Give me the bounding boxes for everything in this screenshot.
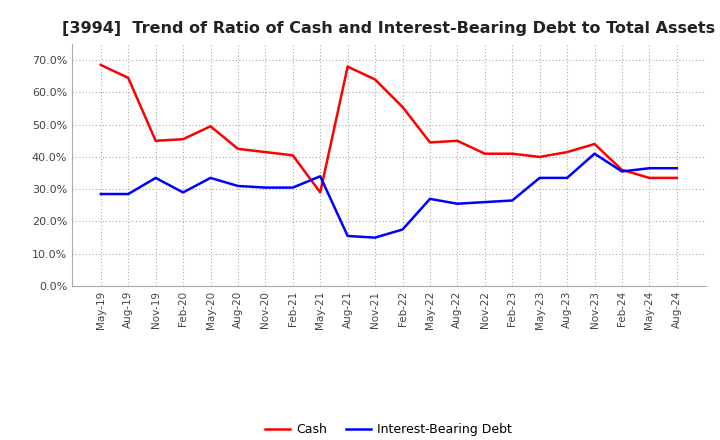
Line: Interest-Bearing Debt: Interest-Bearing Debt <box>101 154 677 238</box>
Cash <box>645 175 654 180</box>
Cash <box>289 153 297 158</box>
Interest-Bearing Debt <box>672 165 681 171</box>
Cash <box>618 167 626 172</box>
Cash <box>233 146 242 151</box>
Interest-Bearing Debt <box>206 175 215 180</box>
Interest-Bearing Debt <box>96 191 105 197</box>
Interest-Bearing Debt <box>536 175 544 180</box>
Cash <box>261 150 270 155</box>
Cash <box>343 64 352 69</box>
Cash <box>316 190 325 195</box>
Cash <box>426 140 434 145</box>
Interest-Bearing Debt <box>233 183 242 189</box>
Cash <box>536 154 544 160</box>
Interest-Bearing Debt <box>398 227 407 232</box>
Cash <box>206 124 215 129</box>
Interest-Bearing Debt <box>289 185 297 190</box>
Cash <box>398 104 407 110</box>
Line: Cash: Cash <box>101 65 677 192</box>
Interest-Bearing Debt <box>124 191 132 197</box>
Cash <box>480 151 489 156</box>
Cash <box>179 136 187 142</box>
Cash <box>563 150 572 155</box>
Cash <box>453 138 462 143</box>
Title: [3994]  Trend of Ratio of Cash and Interest-Bearing Debt to Total Assets: [3994] Trend of Ratio of Cash and Intere… <box>62 21 716 36</box>
Interest-Bearing Debt <box>508 198 516 203</box>
Cash <box>672 175 681 180</box>
Legend: Cash, Interest-Bearing Debt: Cash, Interest-Bearing Debt <box>261 418 517 440</box>
Interest-Bearing Debt <box>179 190 187 195</box>
Interest-Bearing Debt <box>453 201 462 206</box>
Interest-Bearing Debt <box>371 235 379 240</box>
Cash <box>124 75 132 81</box>
Interest-Bearing Debt <box>480 199 489 205</box>
Cash <box>590 141 599 147</box>
Interest-Bearing Debt <box>618 169 626 174</box>
Cash <box>151 138 160 143</box>
Interest-Bearing Debt <box>316 174 325 179</box>
Interest-Bearing Debt <box>645 165 654 171</box>
Interest-Bearing Debt <box>426 196 434 202</box>
Cash <box>371 77 379 82</box>
Cash <box>96 62 105 68</box>
Interest-Bearing Debt <box>151 175 160 180</box>
Cash <box>508 151 516 156</box>
Interest-Bearing Debt <box>261 185 270 190</box>
Interest-Bearing Debt <box>563 175 572 180</box>
Interest-Bearing Debt <box>590 151 599 156</box>
Interest-Bearing Debt <box>343 233 352 238</box>
